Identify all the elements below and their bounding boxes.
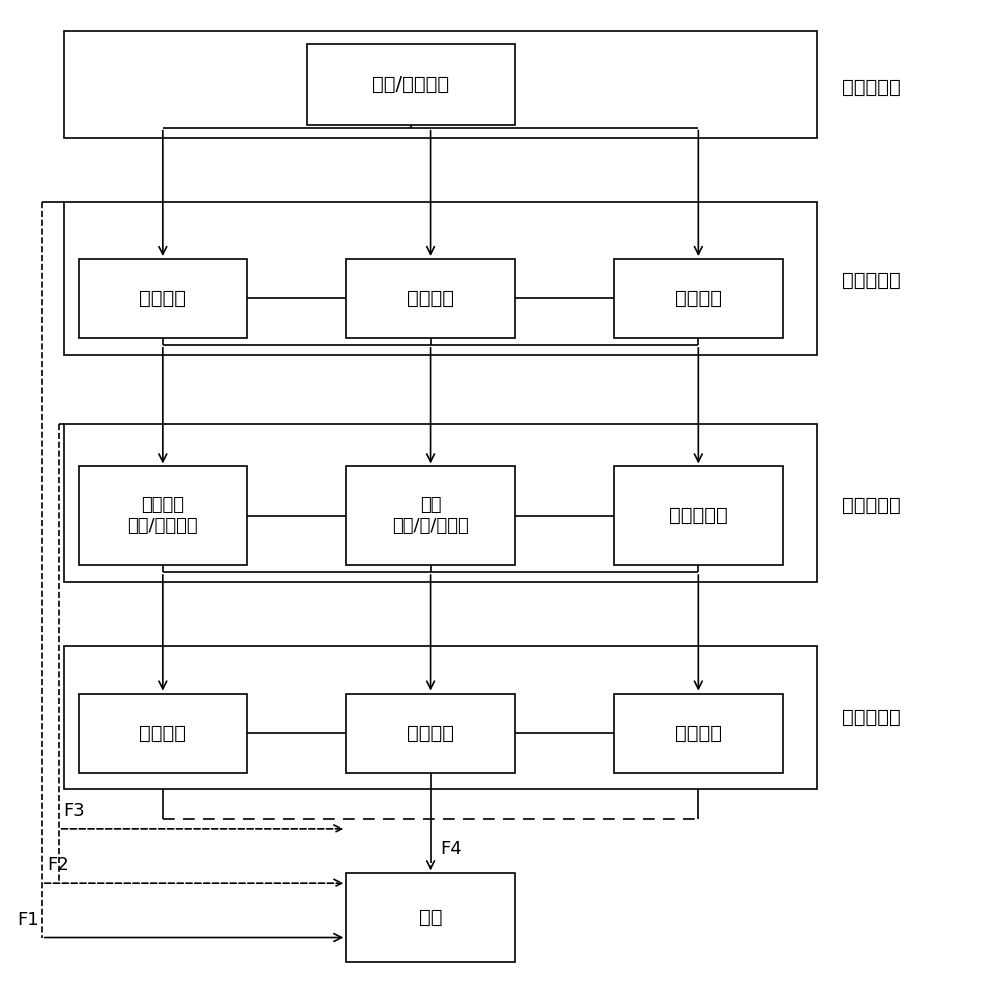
Text: 车内温度: 车内温度	[675, 289, 722, 308]
Bar	[79, 693, 247, 773]
Text: F4: F4	[441, 840, 462, 858]
Text: 负载功率: 负载功率	[675, 723, 722, 743]
Text: 车外温度: 车外温度	[139, 289, 186, 308]
Bar	[64, 646, 817, 790]
Bar	[307, 44, 515, 124]
Text: 温度参数: 温度参数	[139, 723, 186, 743]
Text: 第四类参数: 第四类参数	[842, 708, 901, 727]
Text: 车速、光照: 车速、光照	[669, 506, 728, 525]
Bar	[79, 259, 247, 338]
Bar	[64, 424, 817, 582]
Bar	[64, 202, 817, 355]
Text: 制冷/制热模式: 制冷/制热模式	[372, 75, 449, 94]
Bar	[346, 873, 515, 962]
Text: 频率: 频率	[419, 908, 442, 927]
Text: 风挡
（高/中/低档）: 风挡 （高/中/低档）	[392, 496, 469, 535]
Text: F3: F3	[64, 802, 85, 820]
Bar	[346, 259, 515, 338]
Text: 第一类参数: 第一类参数	[842, 78, 901, 97]
Text: F1: F1	[17, 910, 39, 928]
Bar	[614, 693, 783, 773]
Text: 第二类参数: 第二类参数	[842, 271, 901, 290]
Bar	[346, 466, 515, 565]
Bar	[614, 466, 783, 565]
Bar	[79, 466, 247, 565]
Text: 压力参数: 压力参数	[407, 723, 454, 743]
Text: 第三类参数: 第三类参数	[842, 496, 901, 515]
Bar	[64, 31, 817, 137]
Bar	[346, 693, 515, 773]
Text: F2: F2	[47, 857, 69, 874]
Bar	[614, 259, 783, 338]
Text: 进风状态
（内/外循环）: 进风状态 （内/外循环）	[128, 496, 198, 535]
Text: 设定温度: 设定温度	[407, 289, 454, 308]
